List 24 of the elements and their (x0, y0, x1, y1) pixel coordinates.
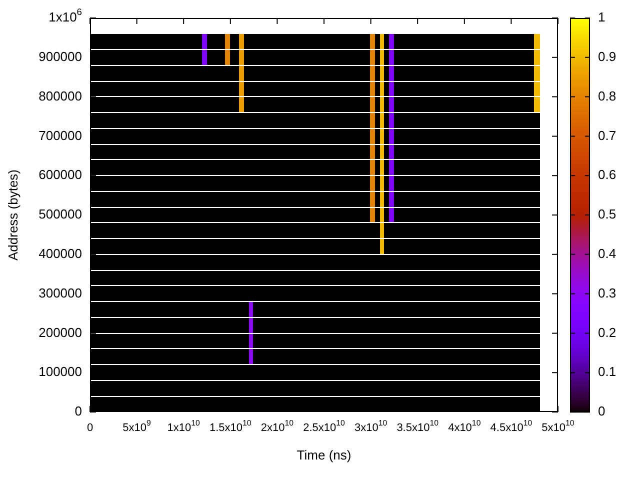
color-bar-label: 0.3 (598, 285, 616, 300)
y-tick-label: 200000 (38, 324, 82, 340)
y-tick-label: 800000 (38, 88, 82, 104)
y-tick-label: 700000 (38, 128, 82, 143)
y-tick-label: 300000 (38, 285, 82, 300)
color-bar-label: 0.9 (598, 48, 616, 64)
y-tick-label: 0 (74, 404, 82, 419)
y-tick-label: 900000 (38, 48, 82, 64)
color-bar-label: 0.4 (598, 246, 616, 261)
y-tick-label: 100000 (38, 364, 82, 380)
color-bar-label: 0.2 (598, 324, 616, 340)
y-tick-label: 400000 (38, 246, 82, 261)
x-axis-title: Time (ns) (296, 448, 352, 463)
color-bar-label: 0.7 (598, 128, 616, 143)
y-tick-label: 500000 (38, 206, 82, 222)
color-bar-label: 0.6 (598, 167, 616, 182)
y-axis-title: Address (bytes) (6, 169, 21, 261)
x-tick-label: 0 (86, 422, 94, 434)
color-bar-label: 0.1 (598, 364, 616, 380)
y-tick-label: 600000 (38, 167, 82, 182)
color-bar-label: 1 (598, 10, 606, 25)
color-bar-label: 0 (598, 404, 606, 419)
color-bar-label: 0.5 (598, 206, 616, 222)
color-bar-label: 0.8 (598, 88, 616, 104)
